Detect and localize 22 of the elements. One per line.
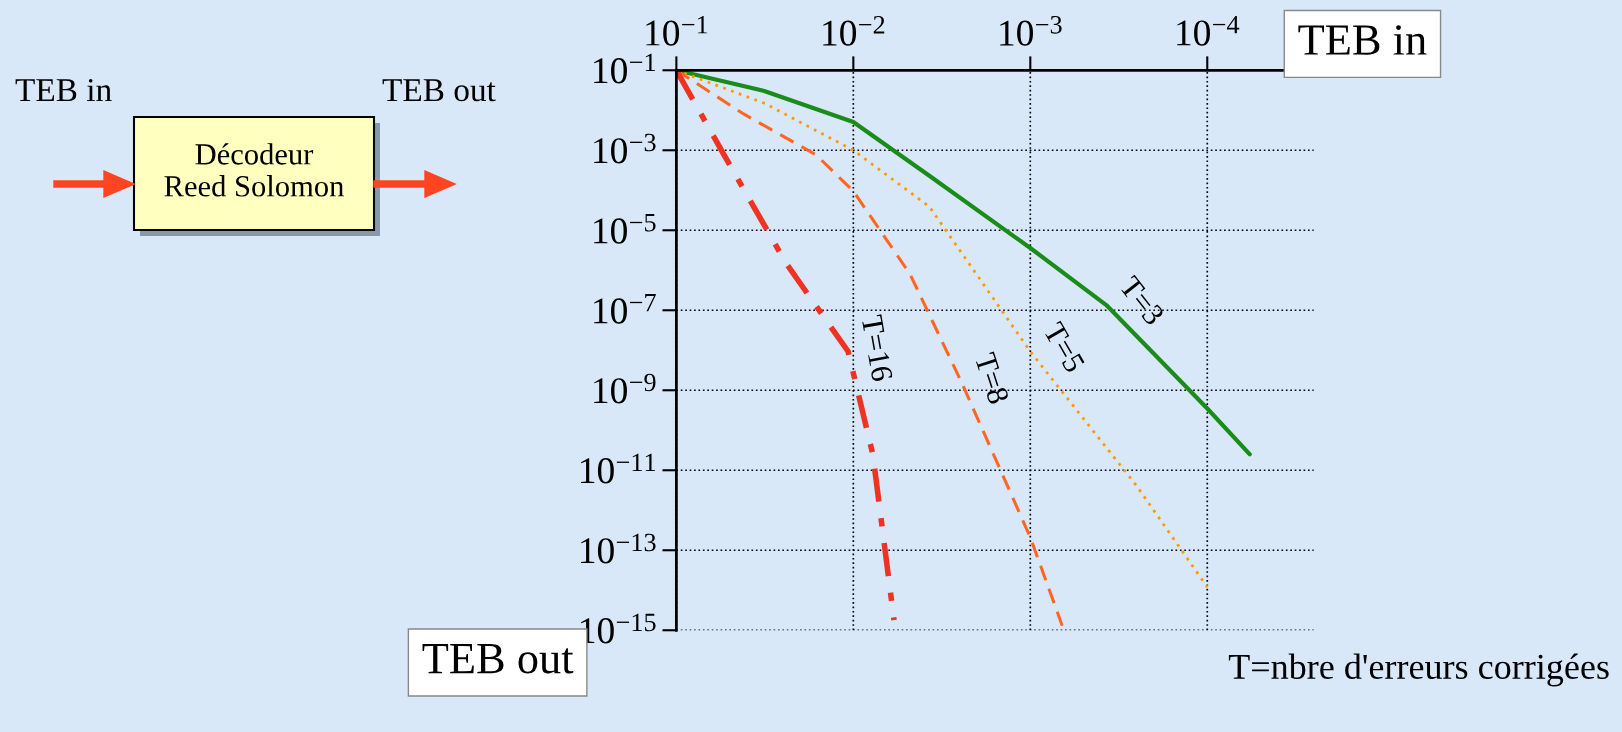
x-tick-label: 10$^{−4}$ [1177,15,1240,46]
y-axis-title: TEB out [422,644,574,674]
y-tick-label: 10$^{−11}$ [581,453,656,484]
y-tick-label: 10$^{−5}$ [594,214,656,244]
text: Décodeur Reed Solomon [164,143,344,197]
text: TEB out [382,79,496,102]
text: T=nbre d'erreurs corrigées [1228,653,1609,687]
y-tick-label: 10$^{−13}$ [581,533,656,564]
text: T=3 [1118,274,1166,327]
text: TEB in [15,78,112,102]
y-tick-label: 10$^{−3}$ [594,133,656,164]
text: T=5 [1042,320,1086,374]
x-tick-label: 10$^{−1}$ [646,15,708,46]
x-tick-label: 10$^{−2}$ [823,15,885,46]
y-tick-label: 10$^{−15}$ [581,613,656,644]
y-tick-label: 10$^{−7}$ [594,294,656,324]
text: T=8 [974,351,1010,405]
x-tick-label: 10$^{−3}$ [1000,15,1062,46]
y-tick-label: 10$^{−1}$ [594,53,656,84]
x-axis-title: TEB in [1298,25,1427,55]
text: T=16 [861,314,893,382]
y-tick-label: 10$^{−9}$ [594,373,656,404]
